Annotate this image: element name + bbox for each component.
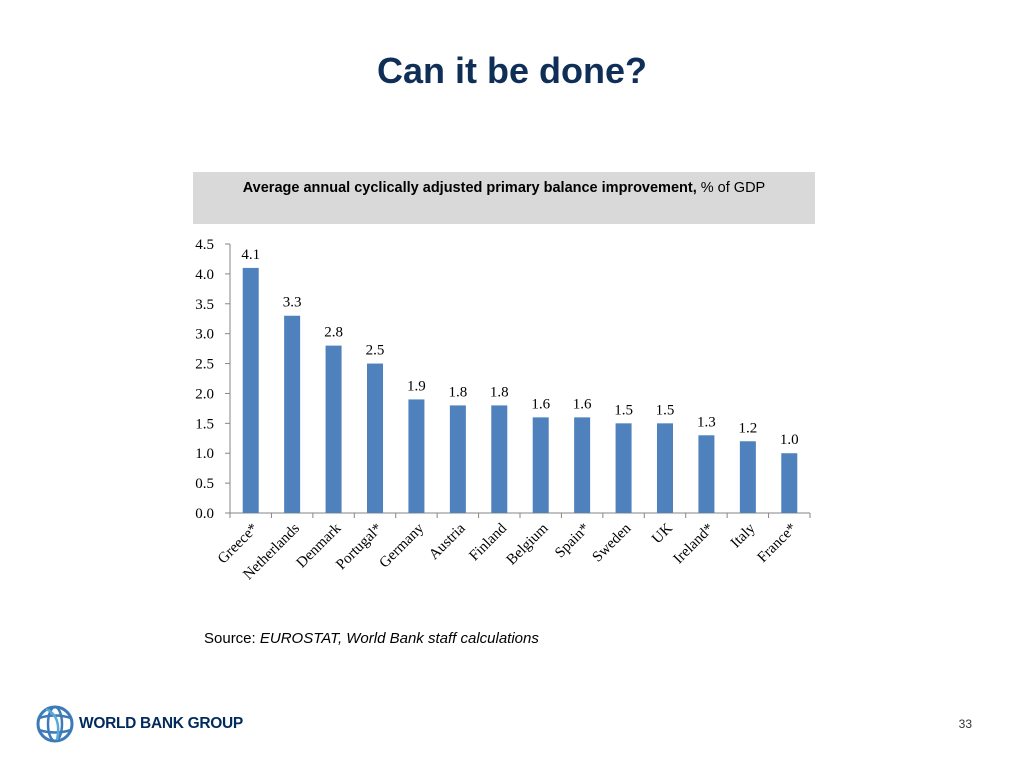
data-label: 1.6 [531, 396, 550, 412]
bar [657, 423, 673, 513]
bar [739, 441, 756, 513]
y-tick-label: 3.0 [195, 327, 214, 343]
world-bank-logo: WORLD BANK GROUP [35, 703, 243, 745]
bar [698, 435, 715, 513]
y-tick-label: 1.5 [195, 416, 214, 432]
y-tick-label: 0.5 [195, 476, 214, 492]
source-note: Source: EUROSTAT, World Bank staff calcu… [204, 630, 539, 647]
data-label: 2.5 [366, 343, 385, 359]
data-label: 3.3 [283, 295, 302, 311]
category-label: France* [755, 521, 800, 566]
category-label: Spain* [552, 521, 593, 562]
category-label: Ireland* [671, 521, 718, 568]
data-label: 1.8 [448, 384, 467, 400]
bar [242, 267, 259, 513]
category-label: Portugal* [333, 521, 386, 574]
data-label: 1.8 [490, 384, 509, 400]
bar [781, 453, 798, 513]
chart-header-unit: % of GDP [696, 180, 766, 196]
chart-header: Average annual cyclically adjusted prima… [193, 172, 815, 224]
y-tick-label: 1.0 [195, 446, 214, 462]
slide-title: Can it be done? [377, 50, 647, 91]
data-label: 1.9 [407, 378, 426, 394]
bar [532, 417, 549, 513]
source-text: EUROSTAT, World Bank staff calculations [259, 630, 539, 647]
data-label: 1.5 [614, 402, 633, 418]
bar [574, 417, 591, 513]
y-tick-label: 2.0 [195, 386, 214, 402]
y-tick-label: 2.5 [195, 357, 214, 373]
category-label: Sweden [589, 520, 634, 565]
bar [367, 363, 383, 513]
y-tick-label: 0.0 [195, 506, 214, 522]
category-label: Germany [376, 520, 427, 571]
data-label: 1.6 [573, 396, 592, 412]
bar [284, 315, 301, 513]
bar [408, 399, 425, 513]
data-label: 2.8 [324, 325, 343, 341]
category-label: Austria [426, 520, 469, 563]
page-number: 33 [958, 717, 972, 731]
chart-header-bold: Average annual cyclically adjusted prima… [242, 180, 697, 196]
y-tick-label: 3.5 [195, 297, 214, 313]
bar [325, 345, 342, 513]
category-label: UK [649, 520, 676, 547]
data-label: 1.3 [697, 414, 716, 430]
data-label: 1.2 [738, 420, 757, 436]
y-tick-label: 4.5 [195, 237, 214, 253]
bar [491, 405, 508, 513]
logo-text: WORLD BANK GROUP [79, 715, 243, 732]
data-label: 1.0 [780, 432, 799, 448]
data-label: 4.1 [241, 247, 260, 263]
bar [615, 423, 632, 513]
category-label: Italy [728, 520, 759, 551]
y-tick-label: 4.0 [195, 267, 214, 283]
globe-icon [36, 705, 74, 743]
data-label: 1.5 [656, 402, 675, 418]
source-label: Source: [204, 630, 260, 647]
category-label: Belgium [504, 520, 552, 568]
bar [449, 405, 466, 513]
